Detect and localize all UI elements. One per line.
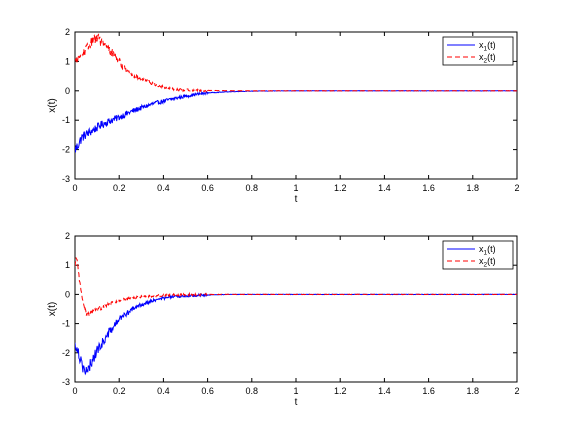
x-tick-label: 0.4 bbox=[157, 183, 170, 193]
x-tick-label: 2 bbox=[514, 183, 519, 193]
legend-box bbox=[442, 240, 514, 270]
x-axis-label: t bbox=[295, 194, 298, 205]
x-tick-label: 1.6 bbox=[422, 386, 435, 396]
x-tick-label: 1.8 bbox=[467, 386, 480, 396]
legend-entry: x2(t) bbox=[479, 52, 496, 65]
y-tick-label: -1 bbox=[62, 115, 70, 125]
x-tick-label: 0.6 bbox=[201, 183, 214, 193]
x-tick-label: 1.8 bbox=[467, 183, 480, 193]
x-tick-label: 1.4 bbox=[378, 386, 391, 396]
legend-entry: x1(t) bbox=[479, 244, 496, 257]
x-tick-label: 1.4 bbox=[378, 183, 391, 193]
y-tick-label: 0 bbox=[65, 289, 70, 299]
x-tick-label: 0 bbox=[72, 183, 77, 193]
y-tick-label: -2 bbox=[62, 145, 70, 155]
x-axis-label: t bbox=[295, 397, 298, 408]
bottom-chart: 0 0.2 0.4 0.6 0.8 1 1.2 1.4 1.6 1.8 2 -3 -2 -1 0 1 2 t x(t… bbox=[47, 231, 520, 408]
y-tick-label: 2 bbox=[65, 231, 70, 241]
series-line-x2 bbox=[75, 257, 517, 318]
y-tick-label: 1 bbox=[65, 260, 70, 270]
top-chart: 0 0.2 0.4 0.6 0.8 1 1.2 1.4 1.6 1.8 2 -3 -2 -1 0 1 2 t x(t… bbox=[47, 27, 520, 205]
x-tick-label: 0 bbox=[72, 386, 77, 396]
y-tick-label: 2 bbox=[65, 27, 70, 37]
y-tick-label: 0 bbox=[65, 86, 70, 96]
legend-box bbox=[442, 36, 514, 66]
legend-entry: x2(t) bbox=[479, 256, 496, 269]
x-tick-label: 0.4 bbox=[157, 386, 170, 396]
y-tick-label: -2 bbox=[62, 348, 70, 358]
y-axis-label: x(t) bbox=[47, 302, 58, 316]
x-tick-label: 1.2 bbox=[334, 183, 347, 193]
x-tick-label: 1 bbox=[293, 183, 298, 193]
x-tick-label: 0.2 bbox=[113, 386, 126, 396]
x-tick-label: 0.8 bbox=[246, 386, 259, 396]
y-tick-label: -1 bbox=[62, 319, 70, 329]
legend-entry: x1(t) bbox=[479, 40, 496, 53]
x-tick-label: 1 bbox=[293, 386, 298, 396]
x-tick-label: 1.6 bbox=[422, 183, 435, 193]
y-axis-label: x(t) bbox=[47, 98, 58, 112]
series-line-x2 bbox=[75, 33, 517, 93]
x-tick-label: 0.6 bbox=[201, 386, 214, 396]
y-tick-label: 1 bbox=[65, 56, 70, 66]
x-tick-label: 1.2 bbox=[334, 386, 347, 396]
x-tick-label: 2 bbox=[514, 386, 519, 396]
y-tick-label: -3 bbox=[62, 174, 70, 184]
x-tick-label: 0.2 bbox=[113, 183, 126, 193]
y-tick-label: -3 bbox=[62, 377, 70, 387]
x-tick-label: 0.8 bbox=[246, 183, 259, 193]
